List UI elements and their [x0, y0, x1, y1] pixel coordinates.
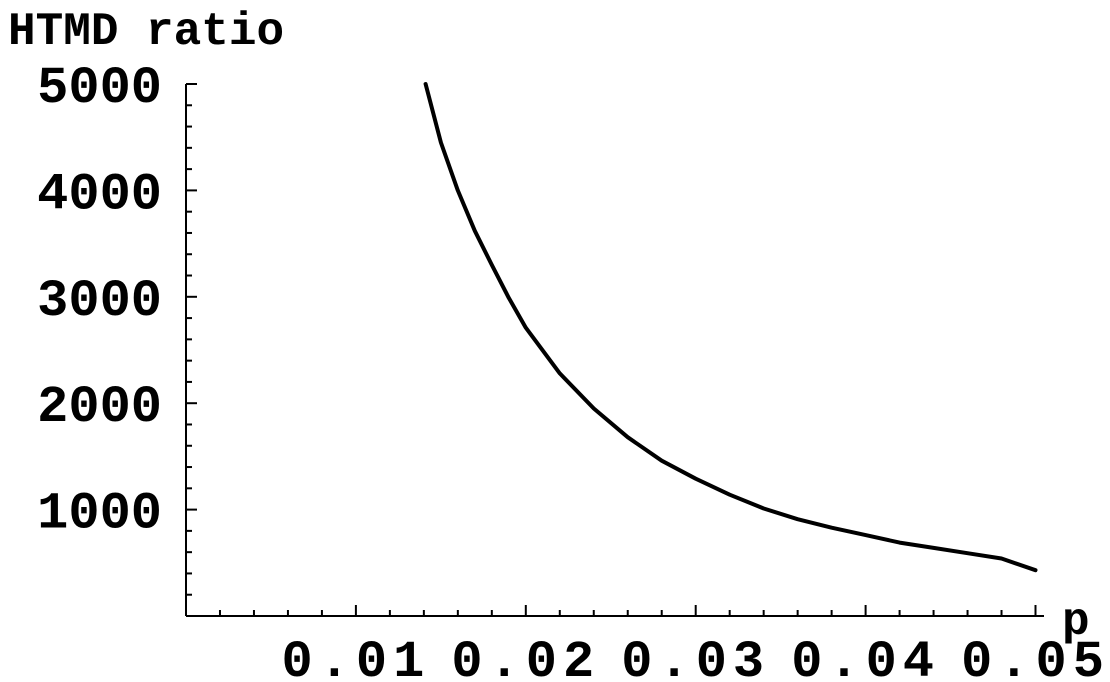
- x-major-ticks: [354, 605, 1037, 616]
- x-tick-label: 0.05: [961, 633, 1110, 682]
- x-minor-ticks: [218, 610, 1003, 616]
- x-tick-label: 0.04: [791, 633, 940, 682]
- y-tick-label: 3000: [37, 272, 162, 331]
- y-tick-label: 4000: [37, 165, 162, 224]
- series-line: [423, 82, 1038, 573]
- x-tick-label: 0.02: [451, 633, 600, 682]
- y-major-ticks: [186, 83, 197, 511]
- y-tick-labels: 1000 2000 3000 4000 5000: [37, 59, 162, 544]
- x-axis-title: p: [1062, 596, 1090, 648]
- y-minor-ticks: [186, 104, 192, 596]
- y-tick-label: 5000: [37, 59, 162, 118]
- y-tick-label: 2000: [37, 378, 162, 437]
- y-tick-label: 1000: [37, 485, 162, 544]
- x-tick-label: 0.01: [281, 633, 430, 682]
- x-tick-labels: 0.01 0.02 0.03 0.04 0.05: [281, 633, 1110, 682]
- y-axis-title: HTMD ratio: [8, 6, 284, 58]
- x-tick-label: 0.03: [621, 633, 770, 682]
- series-layer: [423, 82, 1038, 573]
